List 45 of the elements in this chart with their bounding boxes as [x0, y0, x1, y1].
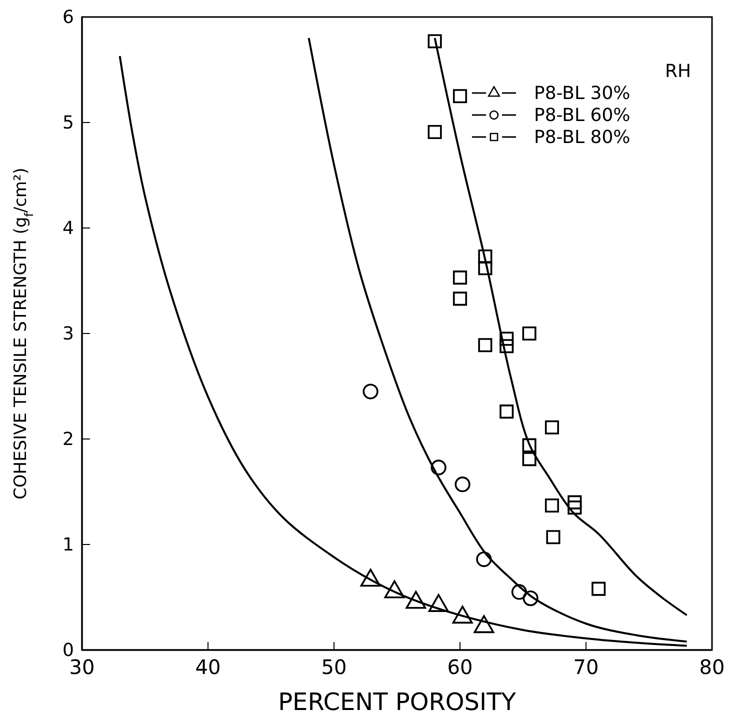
y-tick-label: 5 — [62, 112, 74, 134]
point — [544, 498, 560, 512]
point — [452, 89, 468, 104]
point — [500, 404, 514, 419]
point — [500, 332, 514, 346]
point — [592, 582, 606, 596]
point — [428, 34, 442, 48]
point — [522, 326, 536, 341]
point — [452, 270, 468, 285]
point — [478, 338, 492, 352]
point — [478, 249, 492, 264]
point — [522, 452, 536, 466]
legend-title: RH — [664, 61, 692, 82]
point — [476, 551, 492, 568]
y-tick-label: 1 — [62, 534, 74, 556]
point — [522, 438, 536, 452]
x-tick-label: 60 — [447, 655, 473, 680]
y-tick-label: 4 — [62, 218, 74, 239]
legend-label: P8-BL 60% — [534, 105, 630, 126]
line-series — [118, 55, 688, 647]
legend-label: P8-BL 30% — [534, 83, 630, 104]
point — [500, 339, 514, 354]
x-tick-label: 40 — [195, 655, 221, 680]
x-tick-label: 50 — [321, 655, 347, 680]
point — [362, 384, 378, 400]
point — [478, 261, 492, 276]
legend-label: P8-BL 80% — [534, 127, 630, 148]
point — [428, 124, 442, 140]
point — [430, 460, 446, 476]
line-series — [308, 37, 688, 643]
point — [452, 292, 468, 306]
point — [454, 476, 470, 492]
x-tick-label: 30 — [69, 655, 95, 680]
point — [511, 584, 528, 600]
point — [544, 420, 560, 434]
point — [546, 530, 560, 544]
x-tick-label: 70 — [573, 655, 599, 680]
y-tick-label: 2 — [62, 428, 74, 450]
point — [522, 590, 538, 606]
x-axis-title: PERCENT POROSITY — [278, 688, 516, 716]
y-tick-label: 3 — [62, 323, 74, 344]
point — [568, 500, 582, 515]
x-tick-label: 80 — [699, 655, 725, 680]
point — [568, 495, 582, 510]
y-tick-label: 6 — [62, 6, 74, 28]
